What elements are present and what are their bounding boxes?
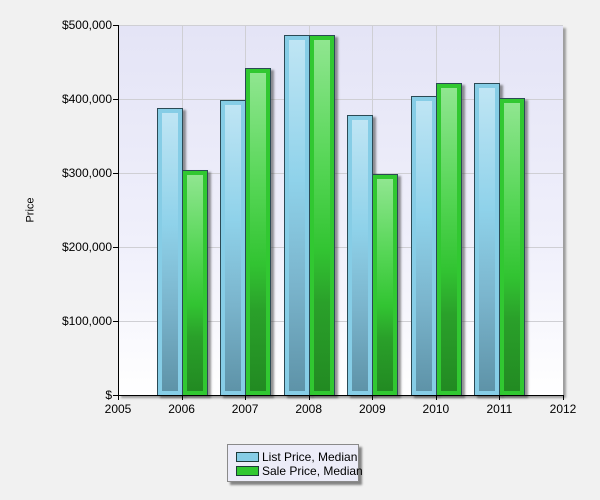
x-tick-label: 2007 (231, 402, 259, 416)
y-tick-mark (113, 395, 118, 396)
bar-highlight (225, 105, 241, 391)
gridline-horizontal (118, 99, 563, 100)
bar-sale-price-2010 (436, 83, 462, 396)
x-tick-label: 2009 (358, 402, 386, 416)
bar-list-price-2006 (157, 108, 183, 396)
x-tick-label: 2012 (549, 402, 577, 416)
bar-highlight (289, 40, 305, 391)
x-tick-mark (182, 395, 183, 400)
bar-sale-price-2007 (245, 68, 271, 396)
x-tick-mark (436, 395, 437, 400)
x-tick-mark (309, 395, 310, 400)
y-tick-label: $100,000 (61, 314, 112, 328)
bar-sale-price-2011 (499, 98, 525, 396)
gridline-horizontal (118, 321, 563, 322)
bar-sale-price-2008 (309, 35, 335, 396)
legend-item-list-price: List Price, Median (236, 450, 357, 464)
bar-highlight (162, 113, 178, 391)
bar-highlight (314, 40, 330, 391)
y-tick-label: $200,000 (61, 240, 112, 254)
y-tick-label: $300,000 (61, 166, 112, 180)
x-tick-label: 2011 (486, 402, 513, 416)
y-tick-mark (113, 247, 118, 248)
gridline-horizontal (118, 173, 563, 174)
bar-list-price-2009 (347, 115, 373, 396)
y-tick-label: $400,000 (61, 92, 112, 106)
bar-highlight (441, 88, 457, 391)
x-tick-label: 2006 (168, 402, 195, 416)
y-axis-line (118, 25, 119, 396)
gridline-horizontal (118, 247, 563, 248)
bar-sale-price-2009 (372, 174, 398, 396)
bar-highlight (479, 88, 495, 391)
x-axis-line (118, 395, 564, 396)
x-tick-mark (499, 395, 500, 400)
bar-highlight (416, 101, 432, 391)
x-tick-mark (118, 395, 119, 400)
legend: List Price, Median Sale Price, Median (227, 444, 363, 482)
x-tick-mark (245, 395, 246, 400)
legend-label: List Price, Median (262, 450, 358, 464)
legend-item-sale-price: Sale Price, Median (236, 464, 363, 478)
bar-list-price-2011 (474, 83, 500, 396)
x-tick-mark (372, 395, 373, 400)
y-tick-mark (113, 321, 118, 322)
legend-label: Sale Price, Median (262, 464, 363, 478)
x-tick-label: 2008 (295, 402, 323, 416)
legend-swatch-list (236, 452, 259, 462)
x-tick-label: 2010 (422, 402, 450, 416)
bar-list-price-2010 (411, 96, 437, 396)
bar-highlight (504, 103, 520, 391)
bar-sale-price-2006 (182, 170, 208, 396)
gridline-horizontal (118, 25, 563, 26)
bar-highlight (250, 73, 266, 391)
y-tick-mark (113, 173, 118, 174)
y-axis-title: Price (24, 197, 37, 223)
bar-list-price-2007 (220, 100, 246, 396)
x-tick-mark (563, 395, 564, 400)
bar-highlight (352, 120, 368, 391)
bar-highlight (187, 175, 203, 391)
y-tick-mark (113, 99, 118, 100)
bar-highlight (377, 179, 393, 391)
y-tick-label: $500,000 (61, 18, 112, 32)
legend-swatch-sale (236, 466, 259, 476)
y-tick-label: $ (105, 388, 112, 402)
bar-list-price-2008 (284, 35, 310, 396)
y-tick-mark (113, 25, 118, 26)
x-tick-label: 2005 (104, 402, 132, 416)
